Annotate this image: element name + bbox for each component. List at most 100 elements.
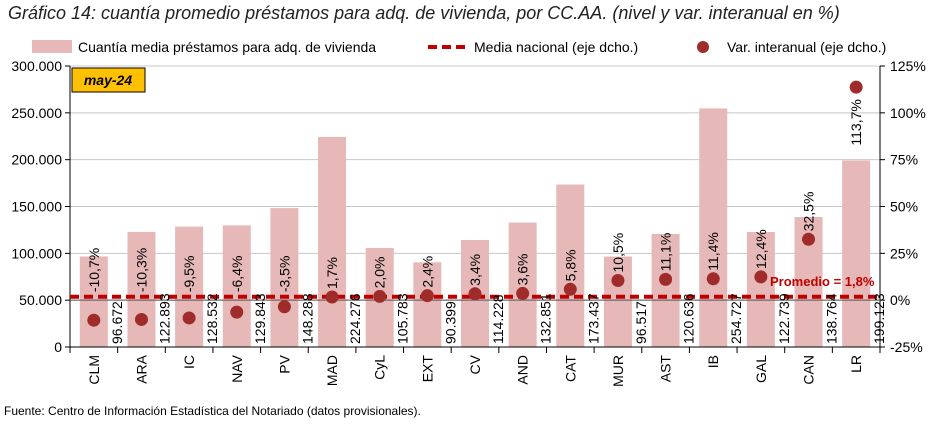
- var-point: [277, 300, 291, 314]
- bar-value-label: 199.123: [871, 293, 887, 344]
- bar: [79, 256, 108, 347]
- y-tick-label: 0: [54, 339, 62, 355]
- bar: [413, 262, 442, 347]
- bar-value-label: 129.843: [252, 293, 268, 344]
- bar-value-label: 96.672: [109, 301, 125, 344]
- bar-value-label: 120.636: [681, 293, 697, 344]
- x-tick-label: IC: [181, 355, 197, 369]
- x-tick-label: GAL: [753, 355, 769, 383]
- var-label: -6,4%: [229, 256, 245, 293]
- var-label: 5,8%: [562, 249, 578, 281]
- x-tick-label: NAV: [229, 354, 245, 382]
- y2-tick-label: -25%: [890, 339, 923, 355]
- var-label: 32,5%: [801, 192, 817, 232]
- var-point: [849, 80, 863, 94]
- var-label: 12,4%: [753, 229, 769, 269]
- var-point: [754, 270, 768, 284]
- bar: [842, 160, 871, 347]
- period-box: [71, 67, 146, 93]
- y-tick-label: 200.000: [11, 152, 62, 168]
- var-label: 113,7%: [848, 99, 864, 145]
- bar: [127, 231, 156, 347]
- bar-value-label: 138.764: [824, 293, 840, 344]
- x-tick-label: AND: [515, 355, 531, 385]
- x-tick-label: CAT: [562, 355, 578, 382]
- x-tick-label: AST: [658, 355, 674, 383]
- bar: [699, 108, 728, 348]
- y2-tick-label: 75%: [890, 152, 918, 168]
- var-label: -9,5%: [181, 256, 197, 293]
- legend-point-swatch: [697, 41, 709, 53]
- bar: [556, 184, 585, 347]
- bar-value-label: 96.517: [633, 301, 649, 344]
- bar: [270, 208, 299, 347]
- var-point: [706, 272, 720, 286]
- bar-value-label: 132.851: [538, 293, 554, 344]
- x-tick-label: IB: [705, 355, 721, 368]
- legend-point-label: Var. interanual (eje dcho.): [727, 39, 886, 55]
- var-label: -3,5%: [276, 256, 292, 293]
- var-point: [659, 272, 673, 286]
- var-point: [802, 232, 816, 246]
- y2-tick-label: 50%: [890, 199, 918, 215]
- y-tick-label: 250.000: [11, 105, 62, 121]
- bar-value-label: 128.532: [204, 293, 220, 344]
- x-tick-label: CLM: [86, 355, 102, 385]
- x-tick-label: ARA: [133, 354, 149, 383]
- var-label: 1,7%: [324, 257, 340, 289]
- bar: [222, 225, 251, 347]
- y2-tick-label: 0%: [890, 292, 910, 308]
- national-mean-label: Promedio = 1,8%: [770, 274, 875, 289]
- bar-value-label: 224.276: [347, 293, 363, 344]
- var-label: 11,1%: [658, 233, 674, 272]
- bar-value-label: 105.783: [395, 293, 411, 344]
- legend-bar-label: Cuantía media préstamos para adq. de viv…: [78, 39, 376, 55]
- var-label: 2,4%: [419, 256, 435, 288]
- bar-value-label: 90.399: [442, 301, 458, 344]
- var-label: -10,7%: [86, 248, 102, 292]
- var-point: [516, 286, 530, 300]
- chart-title: Gráfico 14: cuantía promedio préstamos p…: [8, 3, 840, 23]
- bar-value-label: 254.727: [728, 293, 744, 344]
- bar: [508, 222, 537, 347]
- bar-value-label: 173.437: [585, 293, 601, 344]
- x-tick-label: CV: [467, 354, 483, 374]
- var-point: [182, 311, 196, 325]
- y2-tick-label: 25%: [890, 245, 918, 261]
- bar-value-label: 122.739: [776, 293, 792, 344]
- var-point: [611, 273, 625, 287]
- x-tick-label: MUR: [610, 355, 626, 387]
- bar-value-label: 148.288: [299, 293, 315, 344]
- bar: [318, 136, 347, 347]
- var-point: [563, 282, 577, 296]
- x-tick-label: CAN: [801, 355, 817, 385]
- var-point: [373, 289, 387, 303]
- var-point: [87, 313, 101, 327]
- bar: [651, 234, 680, 347]
- period-label: may-24: [84, 72, 132, 88]
- var-label: 3,6%: [515, 254, 531, 286]
- bar-value-label: 122.893: [156, 293, 172, 344]
- source-note: Fuente: Centro de Información Estadístic…: [4, 404, 421, 418]
- var-point: [325, 290, 339, 304]
- var-point: [134, 312, 148, 326]
- legend-bar-swatch: [32, 40, 72, 53]
- bar: [746, 232, 775, 347]
- var-label: 10,5%: [610, 233, 626, 273]
- bar: [175, 226, 204, 347]
- x-tick-label: MAD: [324, 355, 340, 386]
- y-tick-label: 150.000: [11, 199, 62, 215]
- y-tick-label: 300.000: [11, 58, 62, 74]
- y2-tick-label: 125%: [890, 58, 926, 74]
- x-tick-label: EXT: [419, 355, 435, 383]
- var-label: 11,4%: [705, 232, 721, 271]
- bar-value-label: 114.228: [490, 294, 506, 344]
- y-tick-label: 50.000: [19, 292, 62, 308]
- var-point: [468, 287, 482, 301]
- var-label: 3,4%: [467, 254, 483, 286]
- x-tick-label: PV: [276, 354, 292, 373]
- var-label: 2,0%: [372, 256, 388, 288]
- bar: [603, 256, 632, 347]
- x-tick-label: CyL: [372, 355, 388, 380]
